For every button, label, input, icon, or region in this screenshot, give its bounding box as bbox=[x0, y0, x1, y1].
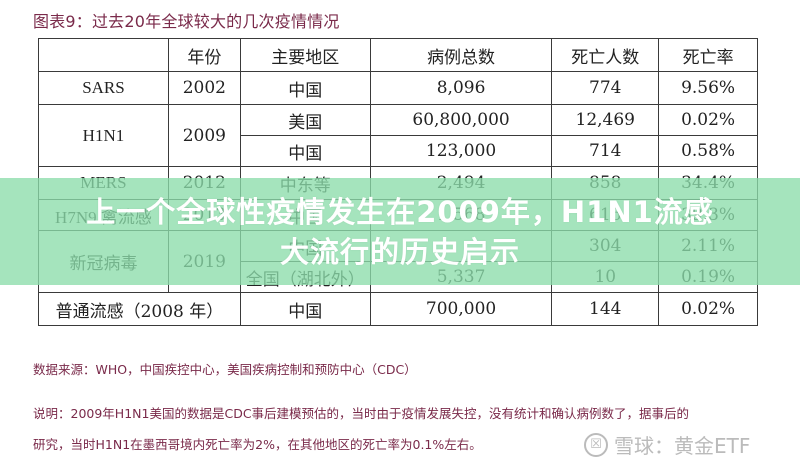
table-row: SARS 2002 中国 8,096 774 9.56% bbox=[38, 71, 758, 105]
figure-title: 图表9：过去20年全球较大的几次疫情情况 bbox=[33, 12, 340, 31]
cell-name: H1N1 bbox=[38, 104, 169, 167]
header-cell-rate: 死亡率 bbox=[658, 38, 758, 72]
cell-name: 普通流感（2008 年） bbox=[38, 292, 241, 326]
cell-deaths: 714 bbox=[551, 135, 660, 167]
cell-region: 美国 bbox=[239, 104, 371, 136]
table-row: H1N1 2009 美国 60,800,000 12,469 0.02% bbox=[38, 104, 758, 167]
snowball-logo-icon: ☒ bbox=[584, 432, 608, 457]
headline-line1: 上一个全球性疫情发生在2009年，H1N1流感 bbox=[86, 194, 714, 229]
table-header-row: 年份 主要地区 病例总数 死亡人数 死亡率 bbox=[38, 38, 758, 72]
cell-rate: 0.02% bbox=[658, 104, 758, 136]
cell-deaths: 12,469 bbox=[551, 104, 660, 136]
header-cell-cases: 病例总数 bbox=[369, 38, 553, 72]
watermark-text: 雪球：黄金ETF bbox=[614, 434, 751, 458]
cell-region: 中国 bbox=[239, 71, 371, 105]
headline-banner: 上一个全球性疫情发生在2009年，H1N1流感 大流行的历史启示 bbox=[0, 178, 800, 285]
cell-cases: 60,800,000 bbox=[369, 104, 553, 136]
header-cell-deaths: 死亡人数 bbox=[551, 38, 660, 72]
cell-rate: 0.02% bbox=[658, 292, 758, 326]
cell-cases: 123,000 bbox=[369, 135, 553, 167]
cell-deaths: 144 bbox=[551, 292, 660, 326]
table-row: 普通流感（2008 年） 中国 700,000 144 0.02% bbox=[38, 292, 758, 326]
header-cell-name bbox=[38, 38, 169, 72]
cell-rate: 0.58% bbox=[658, 135, 758, 167]
explanation-note-line2: 研究，当时H1N1在墨西哥境内死亡率为2%，在其他地区的死亡率为0.1%左右。 bbox=[33, 437, 482, 452]
cell-rate: 9.56% bbox=[658, 71, 758, 105]
cell-name: SARS bbox=[38, 71, 169, 105]
cell-deaths: 774 bbox=[551, 71, 660, 105]
cell-cases: 700,000 bbox=[369, 292, 553, 326]
cell-year: 2009 bbox=[167, 104, 241, 167]
header-cell-region: 主要地区 bbox=[239, 38, 371, 72]
cell-region: 中国 bbox=[239, 135, 371, 167]
headline-line2: 大流行的历史启示 bbox=[279, 234, 520, 269]
header-cell-year: 年份 bbox=[167, 38, 241, 72]
explanation-note-line1: 说明：2009年H1N1美国的数据是CDC事后建模预估的，当时由于疫情发展失控，… bbox=[33, 406, 690, 421]
data-source-note: 数据来源：WHO，中国疾控中心，美国疾病控制和预防中心（CDC） bbox=[33, 362, 417, 377]
cell-cases: 8,096 bbox=[369, 71, 553, 105]
cell-region: 中国 bbox=[239, 292, 371, 326]
cell-year: 2002 bbox=[167, 71, 241, 105]
watermark: ☒ 雪球：黄金ETF bbox=[584, 430, 750, 459]
